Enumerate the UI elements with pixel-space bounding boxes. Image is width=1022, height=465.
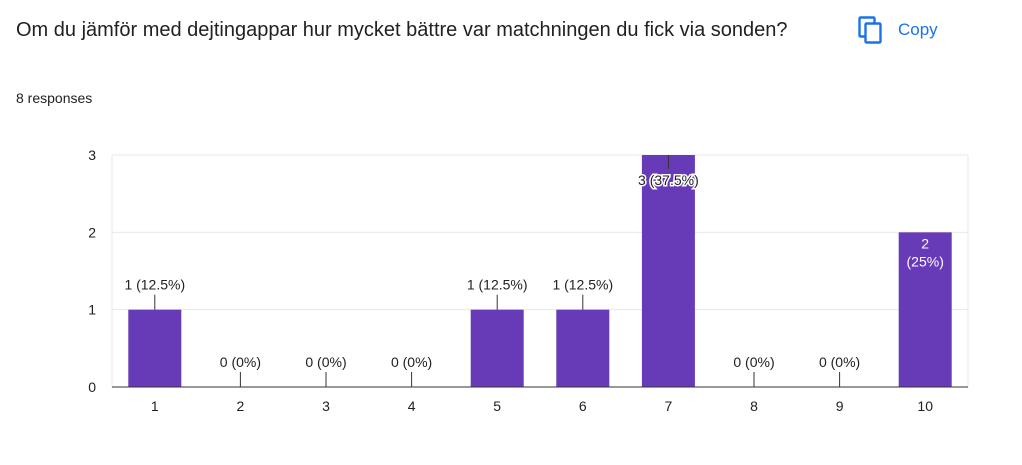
data-label: 0 (0%) <box>819 354 860 370</box>
bar <box>641 155 695 387</box>
x-tick-label: 2 <box>237 398 245 414</box>
bar <box>470 309 524 387</box>
bar <box>128 309 182 387</box>
bar <box>556 309 610 387</box>
x-tick-label: 1 <box>151 398 159 414</box>
x-tick-label: 9 <box>836 398 844 414</box>
y-tick-label: 1 <box>88 302 96 318</box>
data-label: 0 (0%) <box>305 354 346 370</box>
data-label: 2 <box>921 235 929 251</box>
data-label: 1 (12.5%) <box>552 277 613 293</box>
x-tick-label: 10 <box>917 398 933 414</box>
y-tick-label: 2 <box>88 224 96 240</box>
y-tick-label: 0 <box>88 379 96 395</box>
y-tick-label: 3 <box>88 147 96 163</box>
x-tick-label: 3 <box>322 398 330 414</box>
data-label: (25%) <box>907 253 944 269</box>
x-tick-label: 6 <box>579 398 587 414</box>
response-count: 8 responses <box>16 90 93 106</box>
data-label: 0 (0%) <box>733 354 774 370</box>
x-tick-label: 4 <box>408 398 416 414</box>
data-label: 1 (12.5%) <box>467 277 528 293</box>
question-title: Om du jämför med dejtingappar hur mycket… <box>16 19 788 41</box>
x-tick-label: 5 <box>493 398 501 414</box>
data-label: 3 (37.5%) <box>638 172 699 188</box>
copy-button[interactable]: Copy <box>858 12 938 48</box>
data-label: 0 (0%) <box>220 354 261 370</box>
bar <box>898 232 952 387</box>
data-label: 0 (0%) <box>391 354 432 370</box>
data-label: 1 (12.5%) <box>124 277 185 293</box>
x-tick-label: 8 <box>750 398 758 414</box>
copy-button-label: Copy <box>898 20 938 39</box>
x-tick-label: 7 <box>665 398 673 414</box>
copy-icon <box>858 16 882 44</box>
